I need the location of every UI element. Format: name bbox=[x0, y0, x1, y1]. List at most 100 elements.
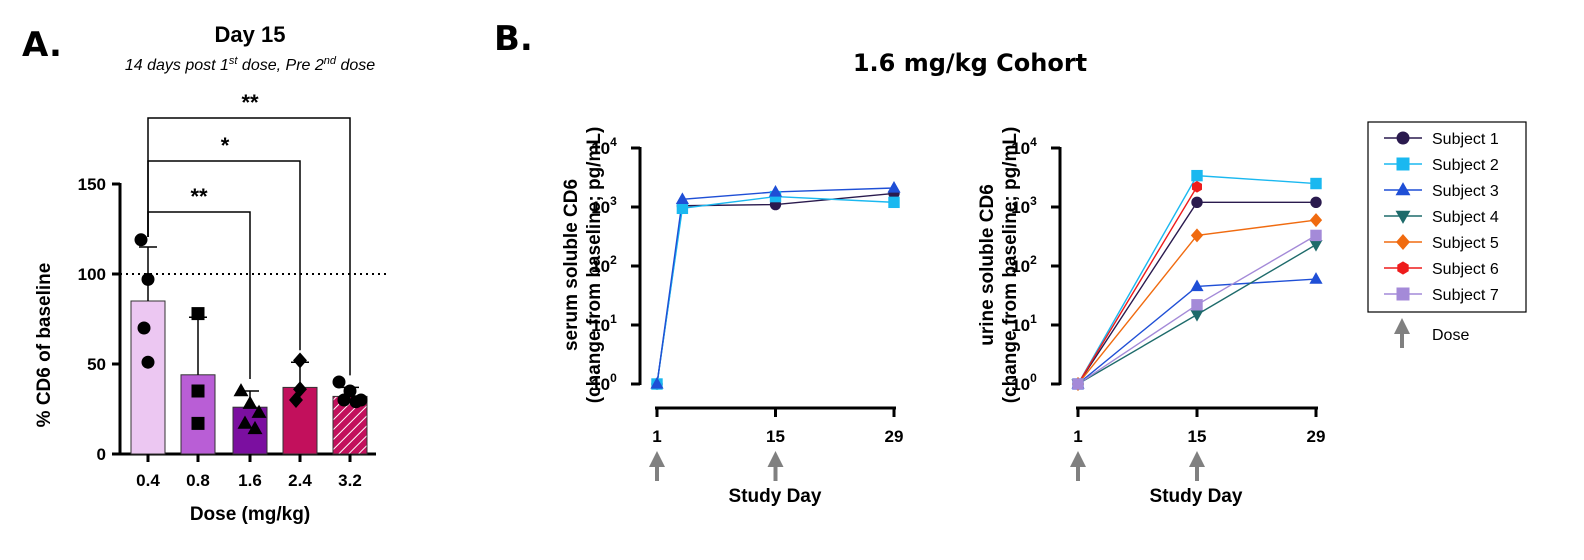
serum-ytick-label: 100 bbox=[591, 371, 617, 394]
legend-marker bbox=[1396, 234, 1410, 250]
urine-xtick-label: 1 bbox=[1073, 427, 1082, 446]
urine-point bbox=[1310, 177, 1322, 190]
panel-a-point bbox=[141, 272, 155, 286]
serum-ylabel-line1: serum soluble CD6 bbox=[561, 179, 582, 351]
serum-xtick-label: 15 bbox=[766, 427, 785, 446]
panel-b-letter: B. bbox=[494, 19, 533, 59]
legend-dose-arrow-shaft bbox=[1400, 333, 1404, 348]
serum-point bbox=[675, 192, 689, 204]
urine-dose-arrow bbox=[1070, 451, 1086, 481]
urine-xtick-label: 15 bbox=[1188, 427, 1207, 446]
legend-label: Subject 2 bbox=[1432, 157, 1499, 174]
serum-ytick-label: 102 bbox=[591, 253, 617, 276]
panel-a-ylabel: % CD6 of baseline bbox=[34, 263, 55, 428]
serum-point bbox=[676, 202, 689, 215]
panel-a-ytick-label: 100 bbox=[78, 265, 106, 284]
legend-marker bbox=[1396, 157, 1410, 171]
serum-ytick-label: 104 bbox=[591, 135, 617, 158]
urine-dose-arrow-shaft bbox=[1076, 466, 1080, 481]
serum-ylabel-line2: (change from baseline; pg/mL) bbox=[584, 127, 605, 404]
urine-ylabel-line1: urine soluble CD6 bbox=[977, 184, 998, 346]
serum-dose-arrow bbox=[767, 451, 784, 481]
legend-dose-arrow-head bbox=[1394, 318, 1410, 334]
urine-series-line bbox=[1077, 278, 1317, 385]
serum-dose-arrow-head bbox=[649, 451, 665, 467]
legend-label: Subject 7 bbox=[1432, 287, 1499, 304]
serum-point bbox=[768, 184, 783, 197]
urine-point bbox=[1190, 228, 1204, 243]
serum-dose-arrow-shaft bbox=[655, 466, 659, 481]
panel-a-subtitle: 14 days post 1st dose, Pre 2nd dose bbox=[125, 55, 375, 74]
urine-dose-arrow-head bbox=[1070, 451, 1086, 467]
legend-marker bbox=[1396, 131, 1410, 145]
panel-a-point bbox=[137, 321, 151, 335]
urine-point bbox=[1191, 181, 1203, 193]
panel-a-point bbox=[293, 352, 307, 369]
serum-ytick-label: 101 bbox=[591, 312, 617, 335]
serum-xtick-label: 29 bbox=[885, 427, 904, 446]
panel-a-significance-bracket bbox=[147, 160, 301, 351]
urine-ytick-label: 101 bbox=[1011, 312, 1037, 335]
serum-series-line bbox=[656, 187, 895, 385]
panel-a-point bbox=[191, 307, 205, 321]
panel-a-point bbox=[237, 415, 253, 429]
panel-a-significance-label: ** bbox=[190, 184, 208, 209]
urine-point bbox=[1310, 229, 1322, 242]
legend-marker bbox=[1396, 287, 1410, 301]
panel-a-point bbox=[233, 383, 249, 397]
urine-point bbox=[1072, 378, 1084, 390]
urine-point bbox=[1190, 309, 1204, 322]
panel-a-point bbox=[191, 384, 205, 398]
panel-a-letter: A. bbox=[22, 25, 62, 65]
panel-a-point bbox=[191, 416, 205, 430]
panel-b-title: 1.6 mg/kg Cohort bbox=[853, 49, 1087, 77]
panel-a-significance-bracket bbox=[147, 117, 351, 376]
legend: Subject 1 Subject 2 Subject 3 Subject 4 Subj… bbox=[1367, 121, 1527, 348]
panel-a-xtick-label: 2.4 bbox=[288, 471, 312, 490]
urine-dose-arrow bbox=[1189, 451, 1205, 481]
panel-a-point bbox=[134, 233, 148, 247]
panel-a-point bbox=[332, 375, 346, 389]
serum-point bbox=[888, 196, 900, 209]
serum-series-line bbox=[656, 195, 895, 385]
panel-a-title: Day 15 bbox=[215, 22, 286, 47]
panel-a-point bbox=[247, 420, 263, 435]
urine-point bbox=[1190, 279, 1204, 292]
serum-ytick-label: 103 bbox=[591, 194, 617, 217]
panel-a-xtick-label: 3.2 bbox=[338, 471, 362, 490]
urine-xtick-label: 29 bbox=[1307, 427, 1326, 446]
panel-a-point bbox=[337, 393, 351, 407]
serum-xtick-label: 1 bbox=[652, 427, 661, 446]
serum-point bbox=[887, 180, 901, 193]
legend-dose-arrow bbox=[1394, 318, 1410, 348]
urine-point bbox=[1191, 299, 1203, 311]
legend-dose-item: Dose bbox=[1394, 318, 1469, 348]
serum-plot: 100 101 102 103 104 1 15 29 bbox=[591, 135, 903, 481]
urine-xlabel: Study Day bbox=[1150, 486, 1243, 507]
urine-dose-arrow-shaft bbox=[1195, 466, 1199, 481]
serum-dose-arrow bbox=[649, 451, 665, 481]
panel-a-point bbox=[242, 395, 258, 409]
panel-a-xtick-label: 0.4 bbox=[136, 471, 160, 490]
panel-a-point bbox=[343, 384, 357, 398]
legend-marker bbox=[1395, 182, 1411, 196]
panel-a-point bbox=[251, 404, 267, 418]
panel-a-point bbox=[349, 395, 363, 409]
panel-a-significance-label: * bbox=[221, 133, 230, 158]
panel-a-xtick-label: 0.8 bbox=[186, 471, 210, 490]
panel-a-point bbox=[289, 392, 303, 408]
panel-a-ytick-label: 150 bbox=[78, 175, 106, 194]
serum-dose-arrow-shaft bbox=[773, 466, 778, 481]
urine-ylabel-line2: (change from baseline; pg/mL) bbox=[1000, 127, 1021, 404]
legend-label: Subject 1 bbox=[1432, 131, 1499, 148]
urine-ytick-label: 100 bbox=[1011, 371, 1037, 394]
panel-a-point bbox=[293, 381, 307, 398]
legend-items: Subject 1 Subject 2 Subject 3 Subject 4 Subj… bbox=[1384, 131, 1499, 304]
panel-a-point bbox=[141, 355, 155, 369]
legend-dose-label: Dose bbox=[1432, 327, 1469, 344]
serum-dose-arrow-head bbox=[767, 451, 784, 467]
urine-point bbox=[1309, 272, 1323, 284]
urine-point bbox=[1191, 196, 1203, 209]
panel-a-xlabel: Dose (mg/kg) bbox=[190, 504, 310, 525]
